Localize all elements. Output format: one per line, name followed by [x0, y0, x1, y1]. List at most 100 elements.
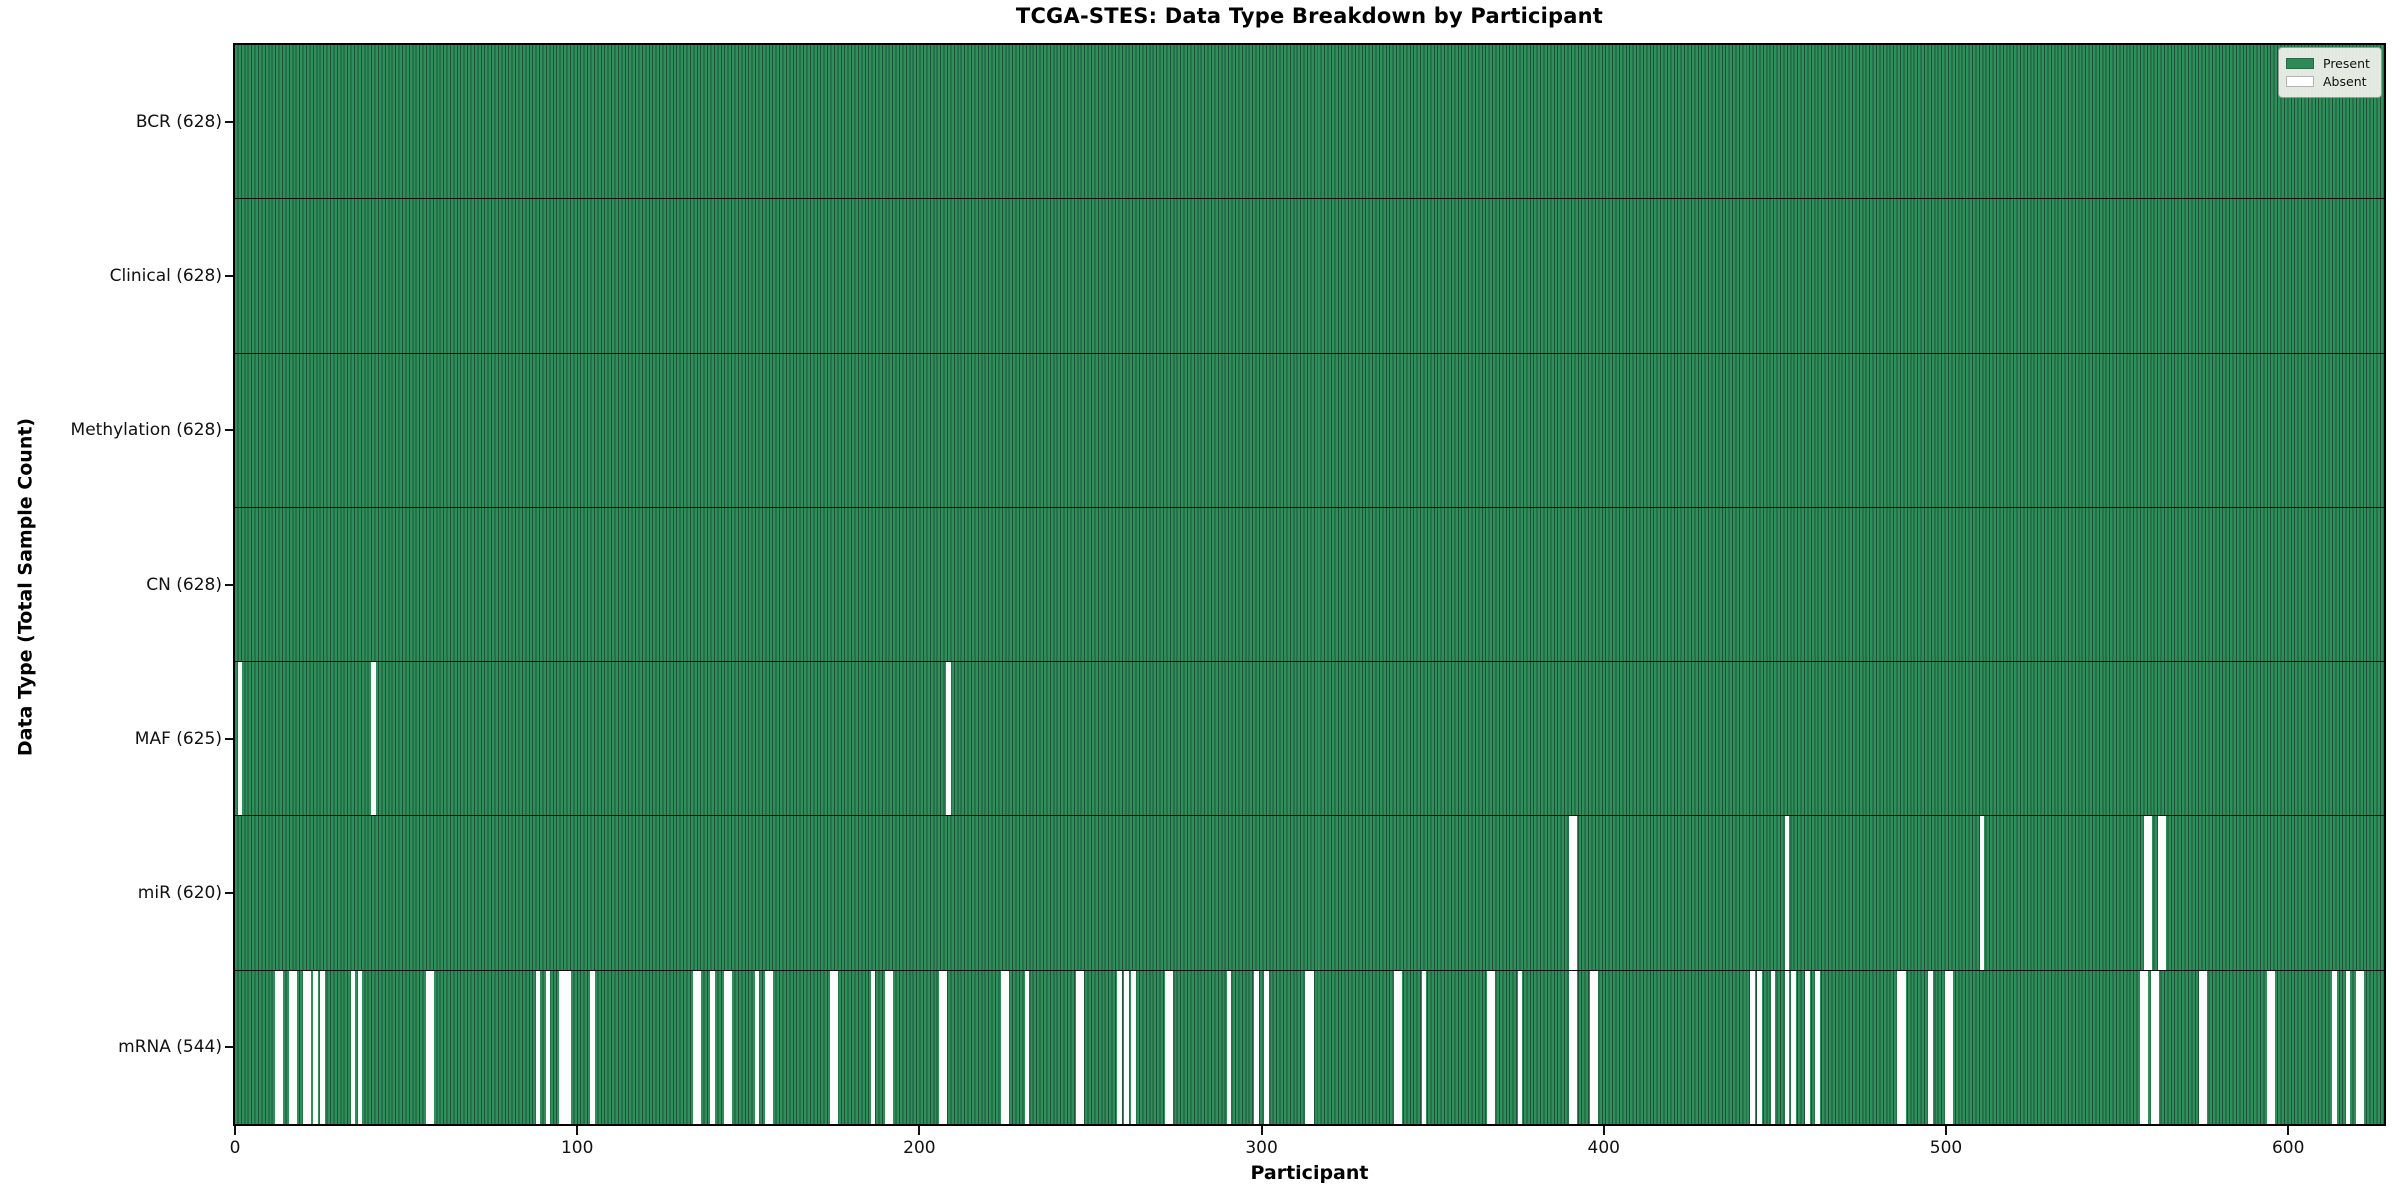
absent-bar — [1305, 970, 1311, 1124]
absent-bar — [1945, 970, 1950, 1124]
heatmap-plot-area — [233, 43, 2386, 1126]
absent-bar — [1805, 970, 1810, 1124]
absent-bar — [2267, 970, 2272, 1124]
absent-bar — [1928, 970, 1933, 1124]
x-tick-mark — [1944, 1126, 1947, 1135]
y-tick-mark — [225, 275, 233, 278]
y-tick-mark — [225, 737, 233, 740]
absent-bar — [1900, 970, 1906, 1124]
absent-bar — [2147, 816, 2152, 970]
absent-bar — [1117, 970, 1122, 1124]
absent-bar — [870, 970, 876, 1124]
absent-bar — [1568, 970, 1574, 1124]
y-tick-label-bcr: BCR (628) — [135, 112, 222, 133]
x-tick-label-400: 400 — [1587, 1138, 1620, 1158]
heatmap-row-clinical — [235, 199, 2384, 354]
absent-bar — [2150, 970, 2156, 1124]
y-tick-label-clinical: Clinical (628) — [109, 266, 222, 287]
absent-bar — [710, 970, 715, 1124]
absent-bar — [1589, 970, 1595, 1124]
absent-bar — [562, 970, 568, 1124]
absent-bar — [1254, 970, 1259, 1124]
legend-label-present: Present — [2323, 56, 2370, 71]
absent-bar — [1791, 970, 1796, 1124]
absent-bar — [939, 970, 944, 1124]
absent-bar — [357, 970, 363, 1124]
absent-bar — [2143, 970, 2149, 1124]
absent-bar — [1000, 970, 1006, 1124]
absent-bar — [723, 970, 729, 1124]
absent-bar — [2198, 970, 2204, 1124]
heatmap-row-methylation — [235, 353, 2384, 508]
y-tick-mark — [225, 429, 233, 432]
absent-bar — [884, 970, 890, 1124]
absent-bar — [1079, 970, 1085, 1124]
heatmap-row-mrna — [235, 970, 2384, 1124]
absent-bar — [1397, 970, 1403, 1124]
absent-bar — [302, 970, 308, 1124]
absent-bar — [313, 970, 318, 1124]
absent-bar — [426, 970, 431, 1124]
x-tick-mark — [1602, 1126, 1605, 1135]
x-tick-mark — [234, 1126, 236, 1135]
legend-label-absent: Absent — [2323, 74, 2367, 89]
absent-bar — [1757, 970, 1762, 1124]
absent-bar — [1490, 970, 1495, 1124]
absent-bar — [1979, 816, 1985, 970]
y-tick-label-mrna: mRNA (544) — [118, 1036, 222, 1057]
absent-bar — [371, 662, 376, 816]
absent-bar — [1130, 970, 1136, 1124]
absent-bar — [764, 970, 770, 1124]
absent-bar — [1784, 816, 1790, 970]
absent-bar — [566, 970, 571, 1124]
absent-bar — [2157, 816, 2163, 970]
absent-bar — [1750, 970, 1755, 1124]
absent-bar — [1024, 970, 1030, 1124]
x-tick-mark — [1260, 1126, 1263, 1135]
absent-bar — [1770, 970, 1776, 1124]
absent-bar — [275, 970, 281, 1124]
y-tick-mark — [225, 121, 233, 124]
absent-bar — [2140, 970, 2146, 1124]
absent-bar — [1572, 970, 1577, 1124]
absent-bar — [1784, 970, 1790, 1124]
x-tick-label-500: 500 — [1929, 1138, 1963, 1158]
absent-bar — [350, 970, 356, 1124]
legend-entry-absent: Absent — [2286, 74, 2374, 89]
x-tick-label-200: 200 — [903, 1138, 936, 1158]
absent-bar — [754, 970, 760, 1124]
absent-bar — [768, 970, 773, 1124]
absent-bar — [319, 970, 325, 1124]
absent-bar — [1226, 970, 1232, 1124]
absent-bar — [1308, 970, 1314, 1124]
absent-bar — [2345, 970, 2351, 1124]
legend-swatch-present — [2286, 58, 2314, 69]
heatmap-row-cn — [235, 507, 2384, 663]
absent-bar — [696, 970, 701, 1124]
y-tick-mark — [225, 891, 233, 894]
absent-bar — [946, 662, 951, 816]
absent-bar — [1165, 970, 1170, 1124]
absent-bar — [1124, 970, 1129, 1124]
absent-bar — [1572, 816, 1577, 970]
absent-bar — [2160, 816, 2166, 970]
x-tick-mark — [2287, 1126, 2290, 1135]
absent-bar — [1815, 970, 1820, 1124]
absent-bar — [306, 970, 311, 1124]
x-tick-mark — [918, 1126, 921, 1135]
absent-bar — [2270, 970, 2276, 1124]
legend: Present Absent — [2278, 47, 2382, 98]
y-tick-label-cn: CN (628) — [146, 574, 222, 595]
heatmap-row-bcr — [235, 45, 2384, 200]
absent-bar — [2154, 970, 2159, 1124]
absent-bar — [535, 970, 541, 1124]
x-tick-label-100: 100 — [560, 1138, 594, 1158]
y-tick-mark — [225, 583, 233, 586]
x-axis-label: Participant — [1250, 1162, 1369, 1184]
absent-bar — [833, 970, 838, 1124]
absent-bar — [829, 970, 835, 1124]
y-tick-label-methylation: Methylation (628) — [70, 420, 222, 441]
absent-bar — [692, 970, 698, 1124]
absent-bar — [545, 970, 551, 1124]
absent-bar — [590, 970, 595, 1124]
